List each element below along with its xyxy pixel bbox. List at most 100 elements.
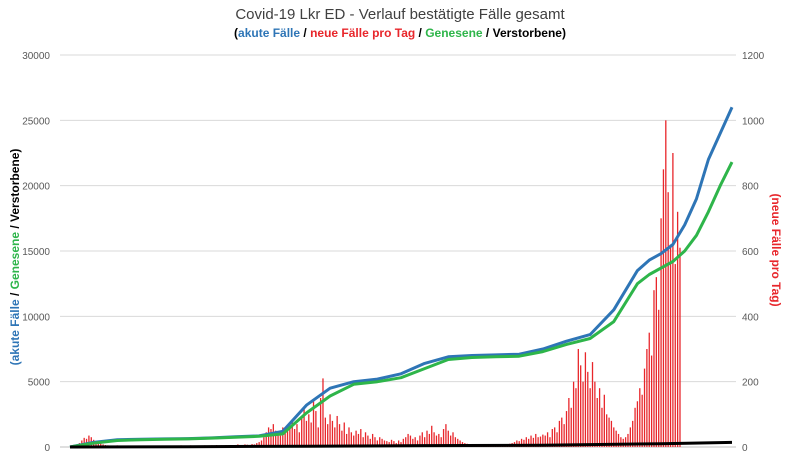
bar-neue-faelle (636, 401, 639, 447)
bar-neue-faelle (329, 414, 331, 447)
chart-title: Covid-19 Lkr ED - Verlauf bestätigte Fäl… (235, 6, 565, 23)
subtitle-part: ) (561, 26, 566, 40)
bar-neue-faelle (617, 433, 620, 447)
bar-neue-faelle (374, 437, 376, 447)
y-tick-right: 400 (742, 312, 759, 323)
bar-neue-faelle (371, 433, 374, 447)
bar-neue-faelle (289, 425, 291, 447)
y-tick-right: 800 (742, 182, 759, 193)
subtitle-part: akute Fälle (238, 26, 301, 40)
bar-neue-faelle (350, 432, 353, 447)
bar-neue-faelle (580, 365, 582, 447)
subtitle-part: Verstorbene (492, 26, 562, 40)
bar-neue-faelle (317, 427, 319, 447)
bar-neue-faelle (364, 432, 367, 447)
bar-neue-faelle (405, 437, 407, 447)
bar-neue-faelle (598, 388, 601, 447)
bar-neue-faelle (435, 435, 438, 447)
bar-neue-faelle (393, 441, 395, 447)
bar-neue-faelle (348, 427, 350, 447)
bar-neue-faelle (416, 440, 419, 447)
bar-neue-faelle (293, 429, 296, 447)
subtitle-part: / (300, 26, 311, 40)
y-axis-left-label-part: (akute Fälle (8, 299, 22, 365)
bar-neue-faelle (554, 427, 556, 447)
bar-neue-faelle (449, 435, 452, 447)
bar-neue-faelle (322, 378, 324, 447)
bar-neue-faelle (312, 401, 315, 447)
bar-neue-faelle (544, 435, 546, 447)
bar-neue-faelle (539, 436, 542, 447)
bar-neue-faelle (345, 433, 348, 447)
bar-neue-faelle (97, 442, 100, 447)
bar-neue-faelle (447, 430, 449, 447)
bar-neue-faelle (615, 430, 617, 447)
bar-neue-faelle (357, 433, 360, 447)
y-axis-right-ticks: 0 200 400 600 800 1000 1200 (742, 51, 765, 454)
bar-neue-faelle (563, 424, 565, 447)
bar-neue-faelle (601, 407, 603, 447)
bar-neue-faelle (613, 427, 615, 447)
y-axis-left-label-part: / (8, 289, 22, 299)
subtitle-part: ( (234, 26, 239, 40)
subtitle-part: neue Fälle pro Tag (310, 26, 416, 40)
y-tick-left: 20000 (22, 182, 50, 193)
bar-neue-faelle (641, 394, 643, 447)
bar-neue-faelle (258, 442, 260, 447)
bar-neue-faelle (594, 381, 596, 447)
bar-neue-faelle (454, 437, 457, 447)
y-tick-left: 25000 (22, 116, 50, 127)
bar-neue-faelle (523, 439, 525, 447)
y-tick-left: 10000 (22, 312, 50, 323)
bar-neue-faelle (608, 417, 610, 447)
bar-neue-faelle (277, 433, 279, 447)
bar-neue-faelle (648, 332, 650, 447)
y-tick-right: 0 (742, 443, 748, 454)
bar-neue-faelle (528, 438, 530, 447)
bar-neue-faelle (445, 424, 447, 447)
bar-neue-faelle (379, 437, 381, 447)
bar-neue-faelle (353, 435, 355, 447)
bar-neue-faelle (315, 411, 317, 447)
bar-neue-faelle (296, 424, 298, 447)
bar-neue-faelle (324, 417, 326, 447)
series-line-genesene (69, 161, 734, 449)
bar-neue-faelle (561, 417, 563, 447)
bar-neue-faelle (532, 437, 535, 447)
gridlines (60, 54, 736, 448)
bar-neue-faelle (426, 430, 428, 447)
bar-neue-faelle (390, 439, 393, 447)
y-tick-right: 1000 (742, 116, 765, 127)
bar-neue-faelle (327, 424, 329, 447)
bar-neue-faelle (303, 407, 305, 447)
bar-neue-faelle (620, 437, 622, 447)
bar-neue-faelle (530, 435, 532, 447)
subtitle-part: / (482, 26, 493, 40)
y-tick-left: 30000 (22, 51, 50, 62)
bar-neue-faelle (457, 438, 459, 447)
y-axis-left-label-part: / Verstorbene) (8, 149, 22, 232)
bar-neue-faelle (591, 362, 594, 447)
bar-neue-faelle (412, 438, 414, 447)
bar-neue-faelle (414, 437, 416, 447)
bar-neue-faelle (301, 417, 303, 447)
bar-neue-faelle (267, 427, 270, 447)
bar-neue-faelle (603, 394, 605, 447)
bar-neue-faelle (263, 437, 265, 447)
bar-neue-faelle (367, 435, 369, 447)
bar-neue-faelle (674, 264, 676, 447)
bar-neue-faelle (260, 440, 263, 447)
y-axis-left-ticks: 0 5000 10000 15000 20000 25000 30000 (22, 51, 50, 454)
chart-subtitle: (akute Fälle / neue Fälle pro Tag / Gene… (0, 26, 800, 40)
bar-neue-faelle (537, 437, 539, 447)
bar-neue-faelle (662, 169, 665, 448)
bar-neue-faelle (402, 438, 405, 447)
series-line-verstorbene (69, 440, 733, 449)
y-tick-right: 600 (742, 247, 759, 258)
bar-neue-faelle (516, 440, 518, 447)
bar-neue-faelle (383, 440, 386, 447)
bar-neue-faelle (584, 352, 587, 447)
bar-neue-faelle (667, 192, 669, 447)
bar-neue-faelle (336, 415, 338, 447)
